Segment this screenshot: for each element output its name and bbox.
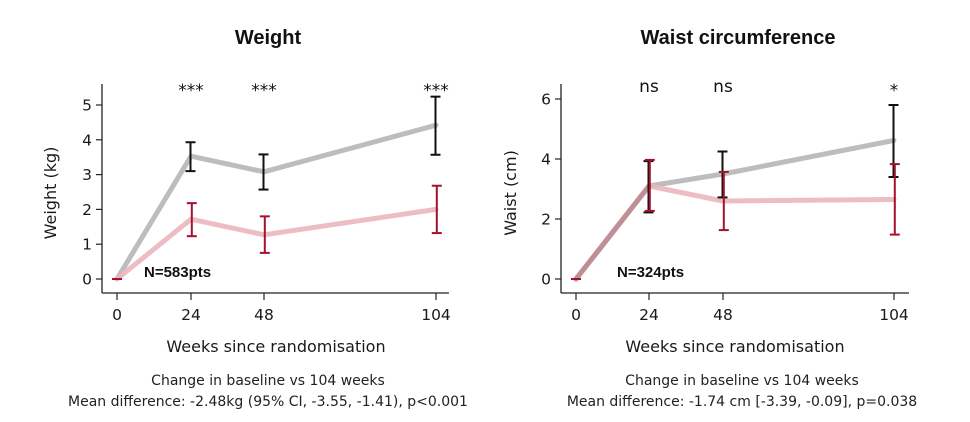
significance-label: *** (178, 81, 204, 101)
control-series-line (114, 122, 439, 282)
significance-label: *** (423, 81, 449, 101)
y-tick-label: 5 (82, 97, 92, 115)
significance-label: ns (713, 77, 733, 97)
x-tick-label: 104 (879, 306, 909, 324)
caption-line-1: Change in baseline vs 104 weeks (151, 373, 385, 389)
axes: 0 1 2 3 4 5 0 24 48 104 (82, 84, 451, 324)
y-tick-label: 0 (541, 271, 551, 289)
y-axis-label: Weight (kg) (41, 147, 60, 240)
y-tick-label: 4 (82, 131, 92, 149)
caption-line-2: Mean difference: -1.74 cm [-3.39, -0.09]… (567, 394, 917, 410)
plot-marks: *** *** *** (112, 81, 449, 282)
x-tick-label: 48 (713, 306, 733, 324)
control-series-line (573, 137, 897, 282)
x-tick-label: 104 (421, 306, 451, 324)
significance-label: * (890, 81, 899, 101)
y-tick-label: 2 (82, 201, 92, 219)
x-tick-label: 24 (639, 306, 659, 324)
intervention-series-line (114, 206, 439, 282)
chart-title: Weight (235, 27, 302, 49)
x-axis-label: Weeks since randomisation (166, 337, 385, 356)
y-tick-label: 4 (541, 151, 551, 169)
waist-panel: Waist circumference Weeks since randomis… (501, 27, 917, 410)
y-tick-label: 3 (82, 166, 92, 184)
x-tick-label: 24 (181, 306, 201, 324)
caption-line-2: Mean difference: -2.48kg (95% CI, -3.55,… (68, 394, 468, 410)
n-label: N=324pts (617, 264, 684, 281)
y-tick-label: 2 (541, 211, 551, 229)
chart-title: Waist circumference (641, 27, 836, 49)
y-tick-label: 6 (541, 91, 551, 109)
x-axis-label: Weeks since randomisation (625, 337, 844, 356)
x-tick-label: 48 (254, 306, 274, 324)
x-tick-label: 0 (112, 306, 122, 324)
n-label: N=583pts (144, 264, 211, 281)
weight-panel: Weight Weeks since randomisation Weight … (41, 27, 468, 410)
plot-marks: ns ns * (571, 77, 900, 282)
overlap-segment (573, 183, 652, 282)
significance-label: *** (251, 81, 277, 101)
y-tick-label: 0 (82, 271, 92, 289)
x-tick-label: 0 (571, 306, 581, 324)
significance-label: ns (639, 77, 659, 97)
caption-line-1: Change in baseline vs 104 weeks (625, 373, 859, 389)
y-tick-label: 1 (82, 236, 92, 254)
y-axis-label: Waist (cm) (501, 150, 520, 236)
